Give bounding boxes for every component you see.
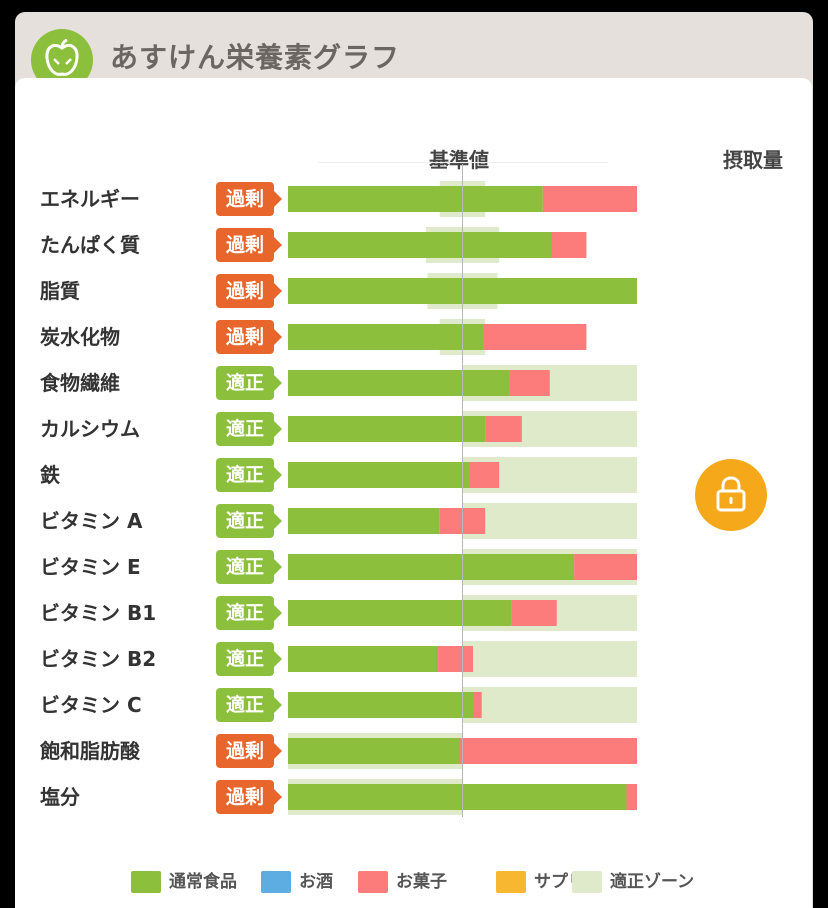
- nutrient-bar-chart: [288, 164, 637, 817]
- baseline-header: 基準値: [429, 148, 489, 172]
- nutrient-label: ビタミン C: [40, 693, 142, 717]
- bar-segment: [469, 462, 500, 488]
- proper-zone: [462, 503, 637, 539]
- app-title: あすけん栄養素グラフ: [110, 41, 401, 74]
- bar-segment: [542, 186, 637, 212]
- proper-zone: [462, 641, 637, 677]
- nutrient-label: 飽和脂肪酸: [40, 739, 140, 763]
- status-badge: 適正: [216, 642, 282, 676]
- legend-swatch: [261, 871, 291, 893]
- bar-segment: [288, 370, 510, 396]
- bar-segment: [472, 692, 482, 718]
- bar-segment: [509, 370, 550, 396]
- status-badge: 適正: [216, 504, 282, 538]
- nutrient-label: ビタミン B2: [40, 647, 157, 671]
- bar-segment: [288, 508, 440, 534]
- nutrient-label: 脂質: [40, 279, 80, 303]
- nutrient-label: ビタミン A: [40, 509, 143, 533]
- status-badge: 過剰: [216, 780, 282, 814]
- bar-segment: [288, 416, 486, 442]
- status-badge: 適正: [216, 412, 282, 446]
- lock-button[interactable]: [695, 459, 767, 531]
- legend-item: お酒: [261, 870, 333, 894]
- nutrient-label: ビタミン B1: [40, 601, 157, 625]
- intake-header: 摂取量: [723, 148, 783, 172]
- bar-segment: [483, 324, 587, 350]
- bar-segment: [288, 324, 484, 350]
- nutrient-graph-card: 基準値 摂取量 エネルギー 過剰 たんぱく質 過剰 脂質 過剰 炭水化物 過剰 食物繊維 適正 カル…: [15, 78, 812, 908]
- nutrient-label: 炭水化物: [40, 325, 120, 349]
- status-badge: 適正: [216, 550, 282, 584]
- legend-swatch: [572, 871, 602, 893]
- bar-segment: [288, 186, 543, 212]
- legend-item: 適正ゾーン: [572, 870, 694, 894]
- status-badge: 適正: [216, 688, 282, 722]
- app-header: あすけん栄養素グラフ: [15, 12, 813, 91]
- legend-label: お酒: [299, 872, 333, 892]
- legend-label: お菓子: [396, 872, 447, 892]
- bar-segment: [288, 692, 473, 718]
- bar-segment: [438, 646, 473, 672]
- status-badge: 過剰: [216, 182, 282, 216]
- nutrient-label: 鉄: [40, 463, 60, 487]
- legend-label: 通常食品: [169, 872, 237, 892]
- status-badge: 過剰: [216, 320, 282, 354]
- bar-segment: [459, 738, 637, 764]
- nutrient-label: 塩分: [40, 785, 80, 809]
- bar-segment: [288, 646, 439, 672]
- header-rule: [318, 162, 608, 163]
- bar-segment: [288, 232, 552, 258]
- bar-segment: [288, 462, 470, 488]
- legend-item: 通常食品: [131, 870, 237, 894]
- legend-item: お菓子: [358, 870, 447, 894]
- proper-zone: [462, 687, 637, 723]
- bar-segment: [511, 600, 557, 626]
- bar-segment: [288, 738, 460, 764]
- legend-swatch: [131, 871, 161, 893]
- legend-swatch: [358, 871, 388, 893]
- nutrient-label: たんぱく質: [40, 233, 140, 257]
- lock-icon: [716, 476, 746, 512]
- bar-segment: [626, 784, 637, 810]
- status-badge: 過剰: [216, 274, 282, 308]
- status-badge: 過剰: [216, 228, 282, 262]
- bar-segment: [551, 232, 587, 258]
- bar-segment: [485, 416, 522, 442]
- bar-segment: [288, 784, 627, 810]
- nutrient-label: カルシウム: [40, 417, 140, 441]
- bar-segment: [574, 554, 637, 580]
- nutrient-label: エネルギー: [40, 187, 140, 211]
- nutrient-label: 食物繊維: [40, 371, 120, 395]
- status-badge: 適正: [216, 458, 282, 492]
- status-badge: 過剰: [216, 734, 282, 768]
- status-badge: 適正: [216, 596, 282, 630]
- nutrient-label: ビタミン E: [40, 555, 141, 579]
- legend-swatch: [496, 871, 526, 893]
- legend-label: 適正ゾーン: [610, 872, 695, 892]
- bar-segment: [288, 554, 575, 580]
- status-badge: 適正: [216, 366, 282, 400]
- bar-segment: [288, 600, 512, 626]
